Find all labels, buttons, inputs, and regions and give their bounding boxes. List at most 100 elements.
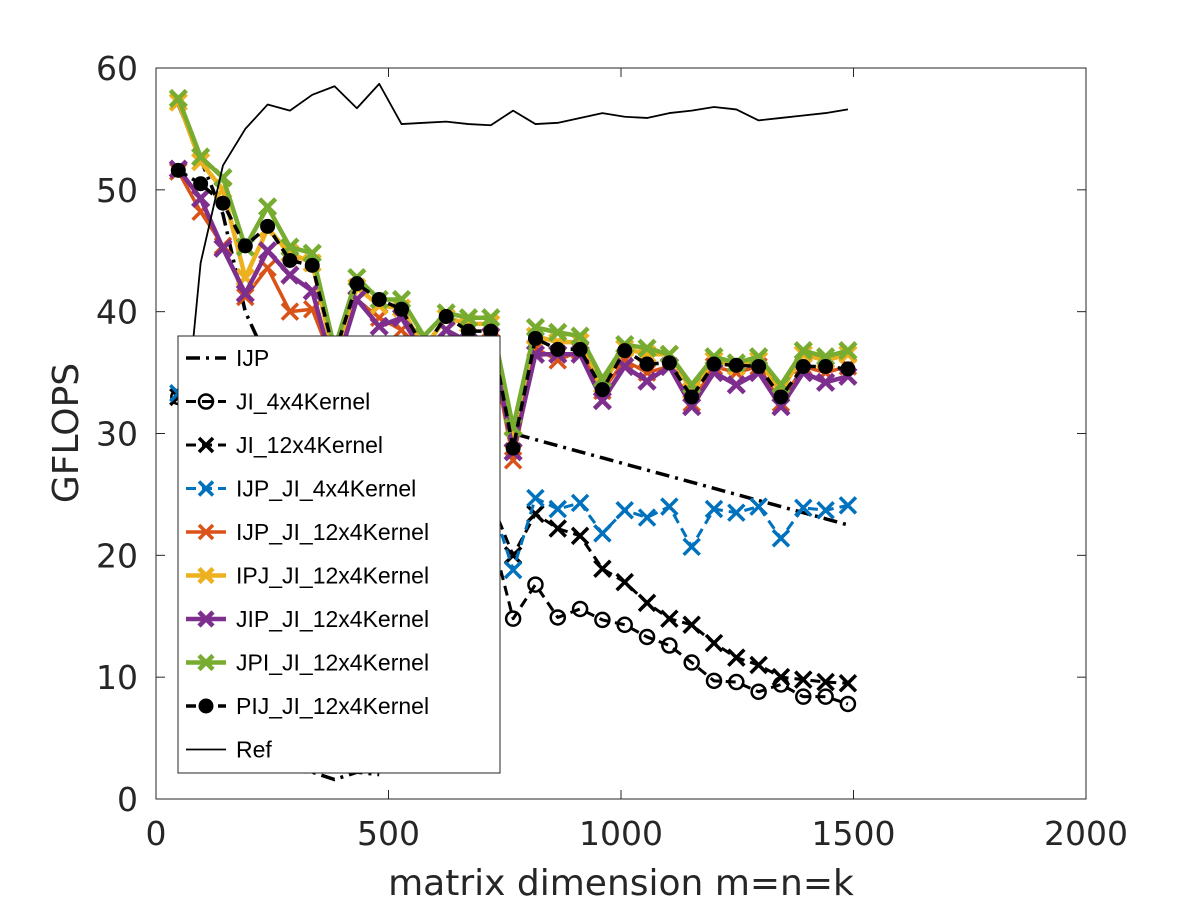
legend-entry-ijp-ji-4x4kernel: IJP_JI_4x4Kernel bbox=[186, 476, 416, 502]
data-point bbox=[550, 341, 566, 357]
data-point bbox=[838, 674, 858, 693]
legend-entry-ijp-ji-12x4kernel: IJP_JI_12x4Kernel bbox=[186, 519, 429, 545]
data-point bbox=[839, 695, 857, 713]
data-point bbox=[728, 673, 745, 691]
data-point bbox=[304, 257, 320, 273]
legend-entry-jip-ji-12x4kernel: JIP_JI_12x4Kernel bbox=[186, 606, 429, 632]
legend-label: IJP_JI_4x4Kernel bbox=[236, 476, 416, 502]
data-point bbox=[193, 176, 209, 192]
data-point bbox=[505, 440, 521, 456]
data-point bbox=[816, 672, 835, 692]
data-point bbox=[394, 301, 410, 317]
data-point bbox=[660, 497, 679, 516]
legend-entry-jpi-ji-12x4kernel: JPI_JI_12x4Kernel bbox=[186, 650, 429, 676]
data-point bbox=[592, 369, 612, 389]
data-point bbox=[213, 168, 233, 188]
data-point bbox=[771, 529, 791, 548]
data-point bbox=[570, 326, 590, 346]
y-tick-label: 0 bbox=[117, 780, 138, 819]
data-point bbox=[215, 195, 231, 211]
data-point bbox=[593, 524, 612, 543]
data-point bbox=[638, 628, 656, 646]
data-point bbox=[458, 308, 479, 328]
data-point bbox=[282, 252, 298, 268]
data-point bbox=[570, 493, 590, 513]
data-point bbox=[617, 343, 633, 359]
data-point bbox=[302, 243, 322, 263]
legend-marker bbox=[197, 523, 215, 541]
data-point bbox=[438, 309, 454, 325]
y-tick-label: 60 bbox=[96, 49, 138, 88]
legend-entry-ji-4x4kernel: JI_4x4Kernel bbox=[186, 389, 370, 415]
data-point bbox=[684, 389, 700, 405]
legend-label: JI_4x4Kernel bbox=[236, 389, 370, 415]
data-point bbox=[548, 499, 567, 519]
data-point bbox=[771, 667, 791, 687]
data-point bbox=[526, 504, 545, 524]
data-point bbox=[794, 498, 813, 518]
y-tick-label: 40 bbox=[96, 293, 138, 332]
data-point bbox=[818, 358, 834, 374]
data-point bbox=[168, 88, 188, 109]
x-tick-label: 0 bbox=[146, 814, 167, 853]
data-point bbox=[527, 576, 544, 593]
x-tick-label: 1500 bbox=[812, 814, 896, 853]
legend-entry-ji-12x4kernel: JI_12x4Kernel bbox=[186, 432, 383, 458]
legend-marker bbox=[198, 698, 214, 714]
data-point bbox=[236, 287, 255, 307]
legend-marker bbox=[197, 610, 215, 628]
data-point bbox=[751, 358, 767, 374]
data-point bbox=[349, 276, 365, 292]
data-point bbox=[191, 188, 211, 208]
data-point bbox=[706, 356, 722, 372]
data-point bbox=[170, 162, 186, 178]
legend-entry-ijp: IJP bbox=[186, 345, 269, 371]
data-point bbox=[571, 600, 589, 618]
legend-marker bbox=[197, 480, 215, 497]
data-point bbox=[704, 499, 724, 519]
data-point bbox=[637, 371, 657, 391]
data-point bbox=[191, 147, 211, 167]
legend-label: IJP_JI_12x4Kernel bbox=[236, 519, 429, 545]
legend-entry-pij-ji-12x4kernel: PIJ_JI_12x4Kernel bbox=[186, 693, 429, 719]
legend-label: Ref bbox=[236, 737, 272, 763]
y-tick-label: 50 bbox=[96, 171, 138, 210]
data-point bbox=[237, 238, 253, 254]
data-point bbox=[527, 330, 543, 346]
legend-entry-ipj-ji-12x4kernel: IPJ_JI_12x4Kernel bbox=[186, 563, 429, 589]
data-point bbox=[727, 503, 746, 522]
data-point bbox=[838, 341, 858, 361]
data-point bbox=[615, 501, 634, 520]
data-point bbox=[793, 341, 813, 361]
data-point bbox=[726, 375, 746, 395]
data-point bbox=[749, 497, 768, 516]
data-point bbox=[369, 316, 389, 336]
data-point bbox=[817, 688, 834, 705]
data-point bbox=[682, 537, 701, 557]
data-point bbox=[795, 688, 812, 705]
data-point bbox=[660, 609, 679, 628]
data-point bbox=[705, 672, 723, 690]
data-point bbox=[615, 572, 634, 592]
data-point bbox=[570, 526, 590, 546]
data-point bbox=[840, 361, 856, 377]
y-tick-label: 30 bbox=[96, 415, 138, 454]
data-point bbox=[548, 322, 568, 342]
legend-entry-ref: Ref bbox=[186, 737, 272, 763]
data-point bbox=[704, 633, 724, 653]
data-point bbox=[235, 283, 255, 303]
data-point bbox=[637, 338, 657, 358]
legend-label: IJP bbox=[236, 345, 269, 371]
data-point bbox=[191, 152, 211, 172]
data-point bbox=[526, 488, 545, 508]
data-point bbox=[260, 218, 276, 234]
data-point bbox=[504, 610, 522, 627]
x-axis-label: matrix dimension m=n=k bbox=[388, 863, 854, 900]
x-tick-label: 2000 bbox=[1044, 814, 1128, 853]
x-tick-label: 500 bbox=[357, 814, 420, 853]
legend-label: JPI_JI_12x4Kernel bbox=[236, 650, 429, 676]
data-point bbox=[594, 382, 610, 398]
data-point bbox=[594, 611, 611, 629]
legend-marker bbox=[197, 566, 215, 585]
data-point bbox=[592, 391, 612, 411]
